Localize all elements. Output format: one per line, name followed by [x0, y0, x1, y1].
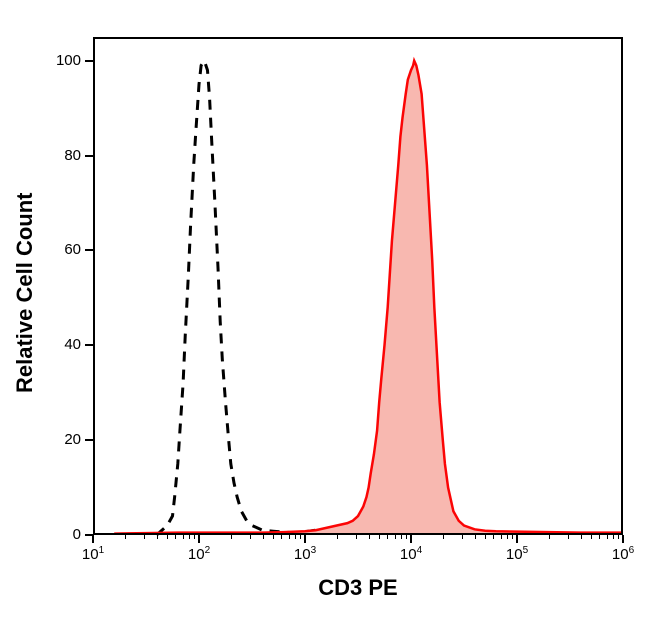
y-tick-label: 0 [43, 526, 81, 543]
x-minor-tick [356, 535, 357, 539]
x-minor-tick [263, 535, 264, 539]
control-line [157, 61, 337, 535]
y-tick-mark [85, 249, 93, 251]
x-minor-tick [462, 535, 463, 539]
x-minor-tick [167, 535, 168, 539]
x-minor-tick [401, 535, 402, 539]
x-minor-tick [273, 535, 274, 539]
x-tick-label: 104 [391, 545, 431, 563]
x-tick-label: 105 [497, 545, 537, 563]
y-tick-label: 100 [43, 52, 81, 69]
x-minor-tick [406, 535, 407, 539]
x-minor-tick [549, 535, 550, 539]
x-minor-tick [369, 535, 370, 539]
x-tick-label: 106 [603, 545, 643, 563]
x-minor-tick [281, 535, 282, 539]
x-minor-tick [395, 535, 396, 539]
y-tick-mark [85, 155, 93, 157]
x-minor-tick [485, 535, 486, 539]
x-minor-tick [300, 535, 301, 539]
x-tick-label: 103 [285, 545, 325, 563]
x-minor-tick [337, 535, 338, 539]
x-tick-mark [92, 535, 94, 543]
flow-cytometry-histogram: Relative Cell Count CD3 PE 020406080100 … [0, 0, 646, 641]
x-minor-tick [231, 535, 232, 539]
x-minor-tick [501, 535, 502, 539]
cd3-pe-stained-line [114, 61, 623, 534]
x-axis-label: CD3 PE [93, 575, 623, 601]
y-tick-mark [85, 439, 93, 441]
x-tick-mark [622, 535, 624, 543]
x-tick-label: 101 [73, 545, 113, 563]
x-tick-mark [516, 535, 518, 543]
y-tick-label: 40 [43, 336, 81, 353]
x-minor-tick [194, 535, 195, 539]
y-tick-label: 20 [43, 431, 81, 448]
x-minor-tick [157, 535, 158, 539]
x-minor-tick [512, 535, 513, 539]
y-axis-label: Relative Cell Count [12, 193, 38, 393]
x-minor-tick [295, 535, 296, 539]
x-minor-tick [125, 535, 126, 539]
x-minor-tick [289, 535, 290, 539]
cd3-pe-stained-fill [114, 61, 623, 535]
x-minor-tick [581, 535, 582, 539]
x-tick-mark [198, 535, 200, 543]
x-minor-tick [475, 535, 476, 539]
y-tick-mark [85, 344, 93, 346]
x-minor-tick [175, 535, 176, 539]
x-tick-mark [410, 535, 412, 543]
x-minor-tick [507, 535, 508, 539]
x-minor-tick [443, 535, 444, 539]
x-minor-tick [591, 535, 592, 539]
x-minor-tick [387, 535, 388, 539]
x-tick-mark [304, 535, 306, 543]
y-tick-mark [85, 60, 93, 62]
x-minor-tick [607, 535, 608, 539]
plot-svg [93, 37, 623, 535]
x-minor-tick [493, 535, 494, 539]
x-minor-tick [618, 535, 619, 539]
x-minor-tick [599, 535, 600, 539]
x-minor-tick [144, 535, 145, 539]
x-minor-tick [568, 535, 569, 539]
x-tick-label: 102 [179, 545, 219, 563]
y-tick-label: 80 [43, 147, 81, 164]
x-minor-tick [379, 535, 380, 539]
y-tick-label: 60 [43, 241, 81, 258]
x-minor-tick [250, 535, 251, 539]
x-minor-tick [189, 535, 190, 539]
x-minor-tick [613, 535, 614, 539]
x-minor-tick [183, 535, 184, 539]
